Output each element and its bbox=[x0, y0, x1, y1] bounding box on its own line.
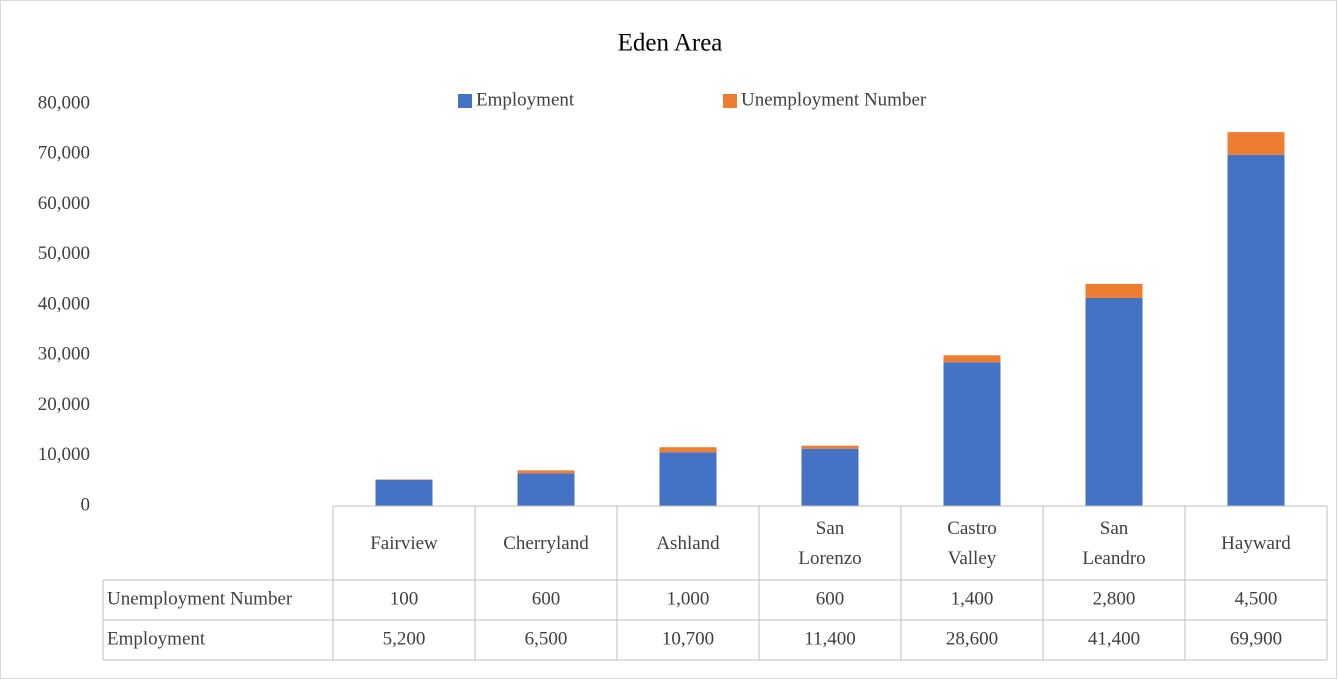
table-value: 5,200 bbox=[383, 628, 426, 649]
table-row-label: Unemployment Number bbox=[107, 588, 293, 609]
table-value: 100 bbox=[390, 588, 419, 609]
x-tick-label: Cherryland bbox=[503, 533, 589, 554]
table-value: 10,700 bbox=[662, 628, 714, 649]
bar-segment bbox=[801, 448, 859, 506]
category-cell: San Lorenzo bbox=[798, 518, 862, 569]
bar-segment bbox=[943, 362, 1001, 506]
x-tick-label: Hayward bbox=[1221, 533, 1291, 554]
table-value: 6,500 bbox=[525, 628, 568, 649]
table-value: 4,500 bbox=[1235, 588, 1278, 609]
legend-label: Employment bbox=[476, 89, 575, 110]
bar-segment bbox=[659, 447, 717, 453]
bar-segment bbox=[801, 445, 859, 449]
category-cell: Hayward bbox=[1221, 533, 1291, 554]
bar-segment bbox=[375, 479, 433, 480]
y-tick-label: 0 bbox=[81, 494, 91, 515]
y-tick-label: 60,000 bbox=[38, 193, 90, 214]
y-tick-label: 80,000 bbox=[38, 92, 90, 113]
category-cell: Fairview bbox=[370, 533, 438, 554]
y-tick-label: 70,000 bbox=[38, 143, 90, 164]
table-row-label: Employment bbox=[107, 628, 206, 649]
legend-swatch bbox=[458, 94, 472, 108]
table-value: 1,400 bbox=[951, 588, 994, 609]
category-cell: Ashland bbox=[656, 533, 720, 554]
bar-segment bbox=[1085, 283, 1143, 298]
y-tick-label: 20,000 bbox=[38, 394, 90, 415]
bar-segment bbox=[1085, 297, 1143, 506]
x-tick-label: Fairview bbox=[370, 533, 438, 554]
legend-swatch bbox=[723, 94, 737, 108]
bar-segment bbox=[943, 355, 1001, 363]
x-tick-label: San Leandro bbox=[1082, 518, 1146, 569]
y-tick-label: 30,000 bbox=[38, 344, 90, 365]
table-value: 2,800 bbox=[1093, 588, 1136, 609]
bar-segment bbox=[517, 473, 575, 506]
table-value: 600 bbox=[532, 588, 561, 609]
bar-segment bbox=[1227, 132, 1285, 155]
x-tick-label: Ashland bbox=[656, 533, 720, 554]
bar-segment bbox=[1227, 154, 1285, 506]
table-value: 1,000 bbox=[667, 588, 710, 609]
category-cell: Cherryland bbox=[503, 533, 589, 554]
table-value: 11,400 bbox=[804, 628, 856, 649]
y-tick-label: 40,000 bbox=[38, 293, 90, 314]
chart-title: Eden Area bbox=[618, 30, 723, 57]
table-value: 28,600 bbox=[946, 628, 998, 649]
category-cell: San Leandro bbox=[1082, 518, 1146, 569]
x-tick-label: San Lorenzo bbox=[798, 518, 862, 569]
table-value: 600 bbox=[816, 588, 845, 609]
table-value: 69,900 bbox=[1230, 628, 1282, 649]
legend-label: Unemployment Number bbox=[741, 89, 927, 110]
x-tick-label: Castro Valley bbox=[947, 518, 997, 569]
y-tick-label: 50,000 bbox=[38, 243, 90, 264]
category-cell: Castro Valley bbox=[947, 518, 997, 569]
y-tick-label: 10,000 bbox=[38, 444, 90, 465]
bar-segment bbox=[659, 452, 717, 506]
bar-segment bbox=[375, 479, 433, 506]
bar-segment bbox=[517, 470, 575, 474]
table-value: 41,400 bbox=[1088, 628, 1140, 649]
